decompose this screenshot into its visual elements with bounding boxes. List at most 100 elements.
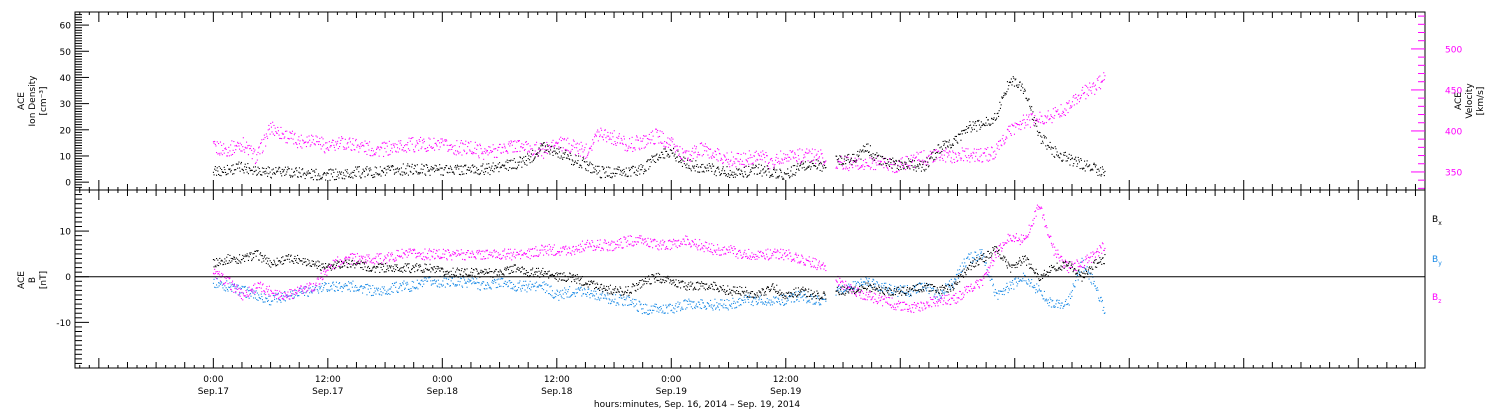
data-point — [523, 149, 525, 151]
data-point — [933, 288, 935, 290]
data-point — [254, 166, 256, 168]
data-point — [646, 304, 648, 306]
data-point — [249, 170, 251, 172]
data-point — [421, 286, 423, 288]
data-point — [565, 245, 567, 247]
data-point — [928, 165, 930, 167]
data-point — [539, 148, 541, 150]
data-point — [701, 299, 703, 301]
data-point — [618, 304, 620, 306]
data-point — [798, 158, 800, 160]
data-point — [482, 281, 484, 283]
data-point — [325, 283, 327, 285]
data-point — [567, 154, 569, 156]
data-point — [480, 258, 482, 260]
data-point — [901, 290, 903, 292]
data-point — [1029, 285, 1031, 287]
data-point — [267, 129, 269, 131]
data-point — [981, 249, 983, 251]
data-point — [876, 282, 878, 284]
data-point — [661, 151, 663, 153]
data-point — [406, 144, 408, 146]
data-point — [319, 277, 321, 279]
data-point — [366, 153, 368, 155]
data-point — [502, 277, 504, 279]
data-point — [806, 148, 808, 150]
data-point — [428, 169, 430, 171]
data-point — [1057, 154, 1059, 156]
data-point — [524, 148, 526, 150]
data-point — [507, 152, 509, 154]
data-point — [342, 286, 344, 288]
data-point — [425, 150, 427, 152]
data-point — [991, 278, 993, 280]
data-point — [233, 291, 235, 293]
data-point — [602, 139, 604, 141]
data-point — [317, 276, 319, 278]
data-point — [854, 160, 856, 162]
data-point — [274, 127, 276, 129]
data-point — [235, 292, 237, 294]
data-point — [629, 303, 631, 305]
data-point — [517, 282, 519, 284]
data-point — [550, 149, 552, 151]
data-point — [987, 119, 989, 121]
data-point — [534, 144, 536, 146]
data-point — [461, 154, 463, 156]
data-point — [444, 167, 446, 169]
data-point — [941, 291, 943, 293]
data-point — [618, 297, 620, 299]
data-point — [905, 155, 907, 157]
data-point — [581, 145, 583, 147]
data-point — [589, 147, 591, 149]
data-point — [460, 142, 462, 144]
data-point — [1098, 87, 1100, 89]
data-point — [888, 161, 890, 163]
data-point — [673, 307, 675, 309]
data-point — [459, 253, 461, 255]
data-point — [1078, 271, 1080, 273]
data-point — [749, 296, 751, 298]
data-point — [309, 283, 311, 285]
data-point — [1056, 300, 1058, 302]
data-point — [1064, 304, 1066, 306]
data-point — [958, 272, 960, 274]
data-point — [931, 151, 933, 153]
data-point — [926, 161, 928, 163]
data-point — [423, 256, 425, 258]
data-point — [801, 161, 803, 163]
data-point — [1075, 160, 1077, 162]
data-point — [636, 309, 638, 311]
data-point — [500, 152, 502, 154]
data-point — [1082, 167, 1084, 169]
data-point — [539, 143, 541, 145]
data-point — [314, 286, 316, 288]
data-point — [438, 169, 440, 171]
data-point — [225, 174, 227, 176]
data-point — [935, 289, 937, 291]
data-point — [617, 244, 619, 246]
data-point — [541, 143, 543, 145]
data-point — [641, 238, 643, 240]
data-point — [740, 169, 742, 171]
data-point — [567, 252, 569, 254]
data-point — [410, 288, 412, 290]
data-point — [588, 246, 590, 248]
data-point — [1008, 287, 1010, 289]
data-point — [496, 156, 498, 158]
data-point — [281, 295, 283, 297]
data-point — [594, 295, 596, 297]
data-point — [708, 303, 710, 305]
data-point — [362, 172, 364, 174]
data-point — [609, 249, 611, 251]
data-point — [798, 300, 800, 302]
data-point — [258, 287, 260, 289]
data-point — [527, 158, 529, 160]
data-point — [964, 129, 966, 131]
data-point — [783, 158, 785, 160]
data-point — [333, 146, 335, 148]
data-point — [581, 289, 583, 291]
data-point — [775, 171, 777, 173]
data-point — [379, 294, 381, 296]
data-point — [526, 256, 528, 258]
